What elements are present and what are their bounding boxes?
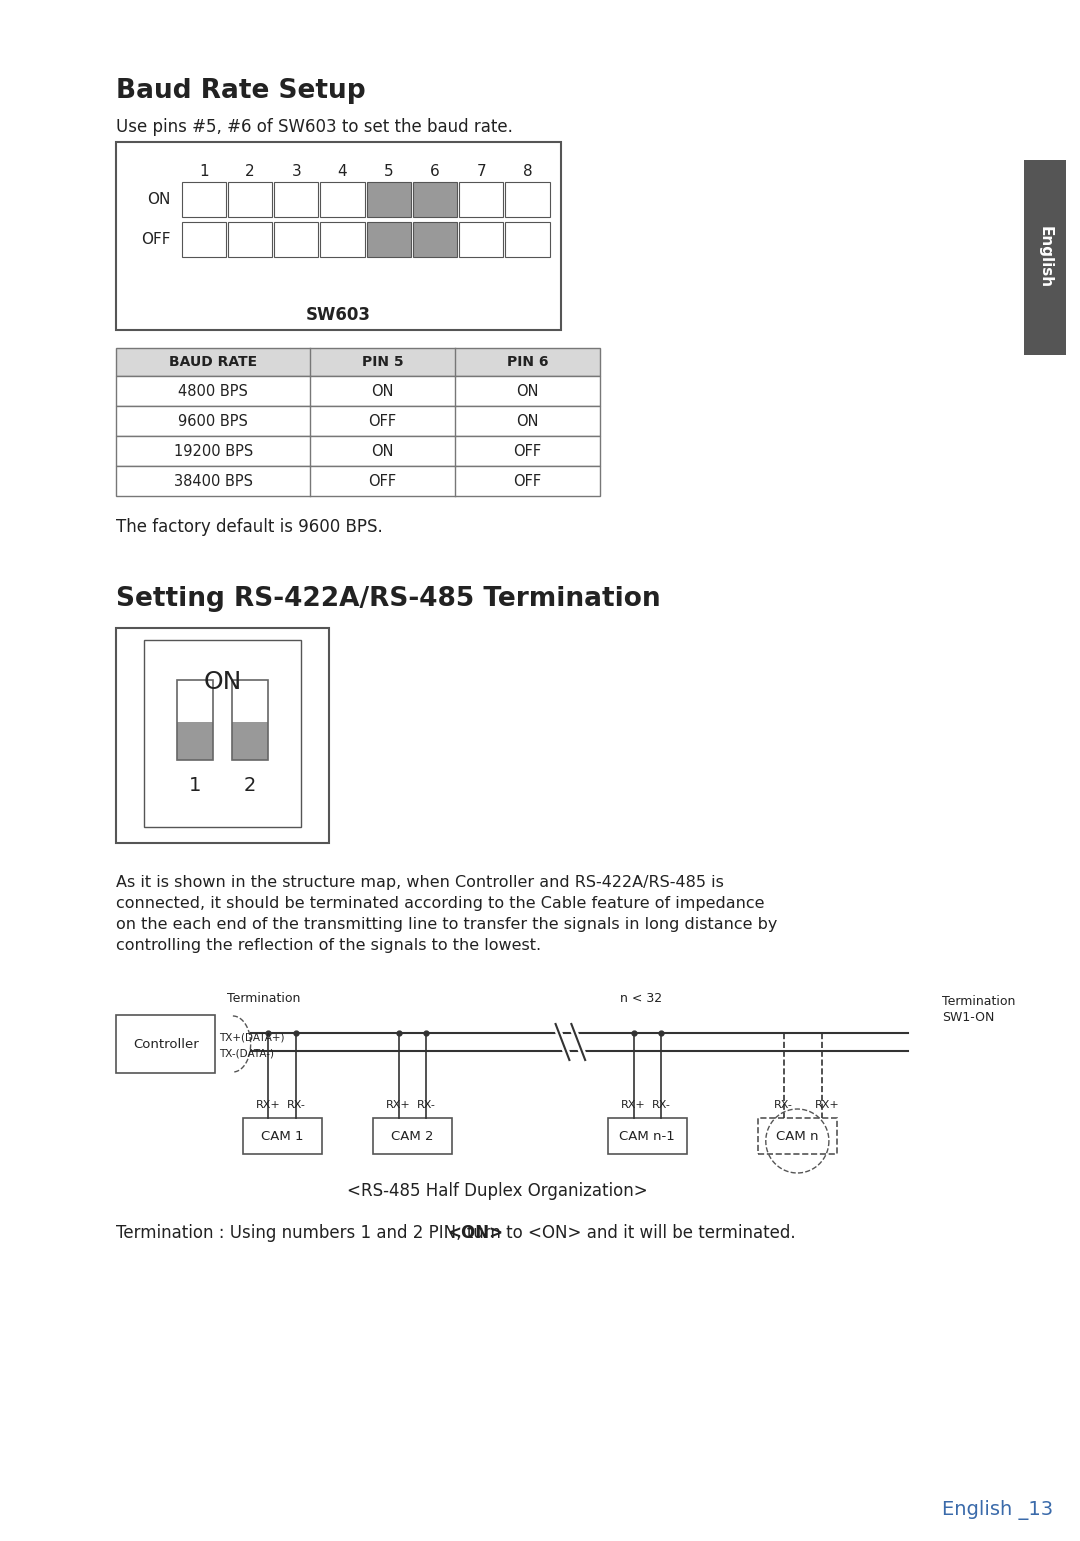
Text: n < 32: n < 32 — [620, 992, 662, 1005]
Text: CAM 1: CAM 1 — [261, 1130, 303, 1142]
Bar — [1024, 160, 1066, 354]
Text: Termination
SW1-ON: Termination SW1-ON — [943, 995, 1016, 1025]
Text: RX-: RX- — [651, 1100, 671, 1110]
Text: RX-: RX- — [286, 1100, 306, 1110]
Text: BAUD RATE: BAUD RATE — [170, 354, 257, 368]
Text: TX+(DATA+): TX+(DATA+) — [219, 1032, 284, 1042]
Bar — [117, 405, 600, 436]
Bar — [177, 680, 213, 721]
Text: OFF: OFF — [368, 473, 396, 488]
Bar — [459, 182, 503, 217]
Text: on the each end of the transmitting line to transfer the signals in long distanc: on the each end of the transmitting line… — [117, 917, 778, 932]
Text: Controller: Controller — [133, 1037, 199, 1051]
Text: PIN 5: PIN 5 — [362, 354, 403, 368]
Bar — [117, 348, 600, 376]
Text: <RS-485 Half Duplex Organization>: <RS-485 Half Duplex Organization> — [347, 1182, 648, 1200]
Text: English _13: English _13 — [943, 1499, 1053, 1519]
Text: 9600 BPS: 9600 BPS — [178, 413, 248, 428]
Bar — [366, 222, 410, 257]
Bar — [274, 222, 319, 257]
Bar — [243, 1119, 322, 1154]
Text: RX+: RX+ — [814, 1100, 839, 1110]
Bar — [366, 182, 410, 217]
Text: ON: ON — [516, 413, 539, 428]
Bar — [228, 182, 272, 217]
Text: connected, it should be terminated according to the Cable feature of impedance: connected, it should be terminated accor… — [117, 895, 765, 911]
Bar — [232, 680, 268, 721]
Text: Use pins #5, #6 of SW603 to set the baud rate.: Use pins #5, #6 of SW603 to set the baud… — [117, 119, 513, 136]
Text: 38400 BPS: 38400 BPS — [174, 473, 253, 488]
Bar — [413, 222, 457, 257]
Text: 1: 1 — [189, 777, 201, 795]
Text: RX+: RX+ — [621, 1100, 646, 1110]
Text: 19200 BPS: 19200 BPS — [174, 444, 253, 459]
Text: CAM 2: CAM 2 — [391, 1130, 434, 1142]
Bar — [117, 629, 328, 843]
Bar — [181, 222, 226, 257]
Text: RX+: RX+ — [256, 1100, 281, 1110]
Bar — [274, 182, 319, 217]
Text: English: English — [1038, 227, 1053, 288]
Text: OFF: OFF — [141, 233, 171, 247]
Bar — [117, 465, 600, 496]
Bar — [117, 1016, 215, 1073]
Bar — [505, 222, 550, 257]
Text: Setting RS-422A/RS-485 Termination: Setting RS-422A/RS-485 Termination — [117, 586, 661, 612]
Text: ON: ON — [147, 193, 171, 206]
Text: TX-(DATA-): TX-(DATA-) — [219, 1049, 274, 1059]
Text: <ON>: <ON> — [448, 1224, 503, 1242]
Text: Termination: Termination — [227, 992, 300, 1005]
Bar — [505, 182, 550, 217]
Text: CAM n-1: CAM n-1 — [620, 1130, 675, 1142]
Text: RX+: RX+ — [387, 1100, 411, 1110]
Text: RX-: RX- — [417, 1100, 435, 1110]
Text: SW603: SW603 — [306, 307, 370, 324]
Text: 2: 2 — [245, 163, 255, 179]
Bar — [144, 640, 301, 828]
Bar — [117, 376, 600, 405]
Bar — [321, 182, 365, 217]
Text: 5: 5 — [383, 163, 393, 179]
Text: 8: 8 — [523, 163, 532, 179]
Bar — [413, 182, 457, 217]
Text: ON: ON — [203, 670, 242, 693]
Text: As it is shown in the structure map, when Controller and RS-422A/RS-485 is: As it is shown in the structure map, whe… — [117, 875, 725, 891]
Text: CAM n: CAM n — [777, 1130, 819, 1142]
Text: 4800 BPS: 4800 BPS — [178, 384, 248, 399]
Text: Baud Rate Setup: Baud Rate Setup — [117, 79, 366, 103]
Bar — [321, 222, 365, 257]
Text: 1: 1 — [199, 163, 208, 179]
Text: 4: 4 — [338, 163, 348, 179]
Bar — [232, 680, 268, 760]
Bar — [232, 721, 268, 760]
Text: RX-: RX- — [774, 1100, 793, 1110]
Text: OFF: OFF — [513, 473, 541, 488]
Bar — [758, 1119, 837, 1154]
Bar — [608, 1119, 687, 1154]
Text: 2: 2 — [244, 777, 256, 795]
Text: The factory default is 9600 BPS.: The factory default is 9600 BPS. — [117, 518, 383, 536]
Text: 3: 3 — [292, 163, 301, 179]
Text: ON: ON — [372, 444, 393, 459]
Text: OFF: OFF — [368, 413, 396, 428]
Text: OFF: OFF — [513, 444, 541, 459]
Bar — [373, 1119, 451, 1154]
Text: Termination : Using numbers 1 and 2 PIN, turn to <ON> and it will be terminated.: Termination : Using numbers 1 and 2 PIN,… — [117, 1224, 796, 1242]
Bar — [459, 222, 503, 257]
Bar — [181, 182, 226, 217]
Text: controlling the reflection of the signals to the lowest.: controlling the reflection of the signal… — [117, 938, 541, 952]
Text: 7: 7 — [476, 163, 486, 179]
Text: ON: ON — [372, 384, 393, 399]
Bar — [117, 436, 600, 465]
Text: ON: ON — [516, 384, 539, 399]
Text: 6: 6 — [430, 163, 440, 179]
Text: PIN 6: PIN 6 — [507, 354, 549, 368]
Bar — [177, 680, 213, 760]
Bar — [117, 142, 561, 330]
Bar — [177, 721, 213, 760]
Bar — [228, 222, 272, 257]
